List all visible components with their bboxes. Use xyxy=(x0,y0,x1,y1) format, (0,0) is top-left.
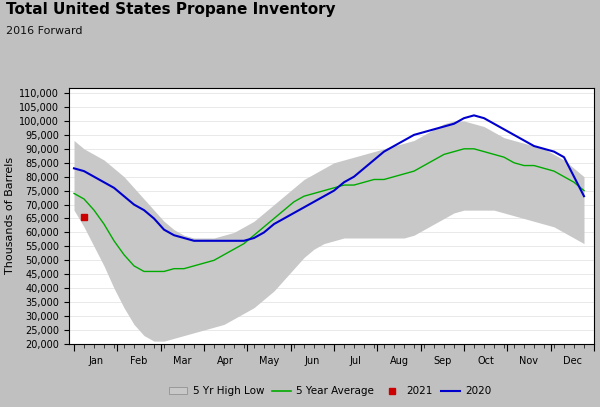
Y-axis label: Thousands of Barrels: Thousands of Barrels xyxy=(5,157,15,274)
Text: Sep: Sep xyxy=(433,356,452,365)
Text: Total United States Propane Inventory: Total United States Propane Inventory xyxy=(6,2,335,17)
Text: Jun: Jun xyxy=(305,356,320,365)
Text: Oct: Oct xyxy=(477,356,494,365)
Text: Jan: Jan xyxy=(88,356,103,365)
Text: Mar: Mar xyxy=(173,356,191,365)
Text: Dec: Dec xyxy=(563,356,582,365)
Text: Jul: Jul xyxy=(350,356,362,365)
Text: Apr: Apr xyxy=(217,356,234,365)
Text: Aug: Aug xyxy=(389,356,409,365)
Legend: 5 Yr High Low, 5 Year Average, 2021, 2020: 5 Yr High Low, 5 Year Average, 2021, 202… xyxy=(164,382,496,400)
Text: Nov: Nov xyxy=(520,356,539,365)
Text: 2016 Forward: 2016 Forward xyxy=(6,26,83,37)
Text: May: May xyxy=(259,356,279,365)
Text: Feb: Feb xyxy=(130,356,148,365)
